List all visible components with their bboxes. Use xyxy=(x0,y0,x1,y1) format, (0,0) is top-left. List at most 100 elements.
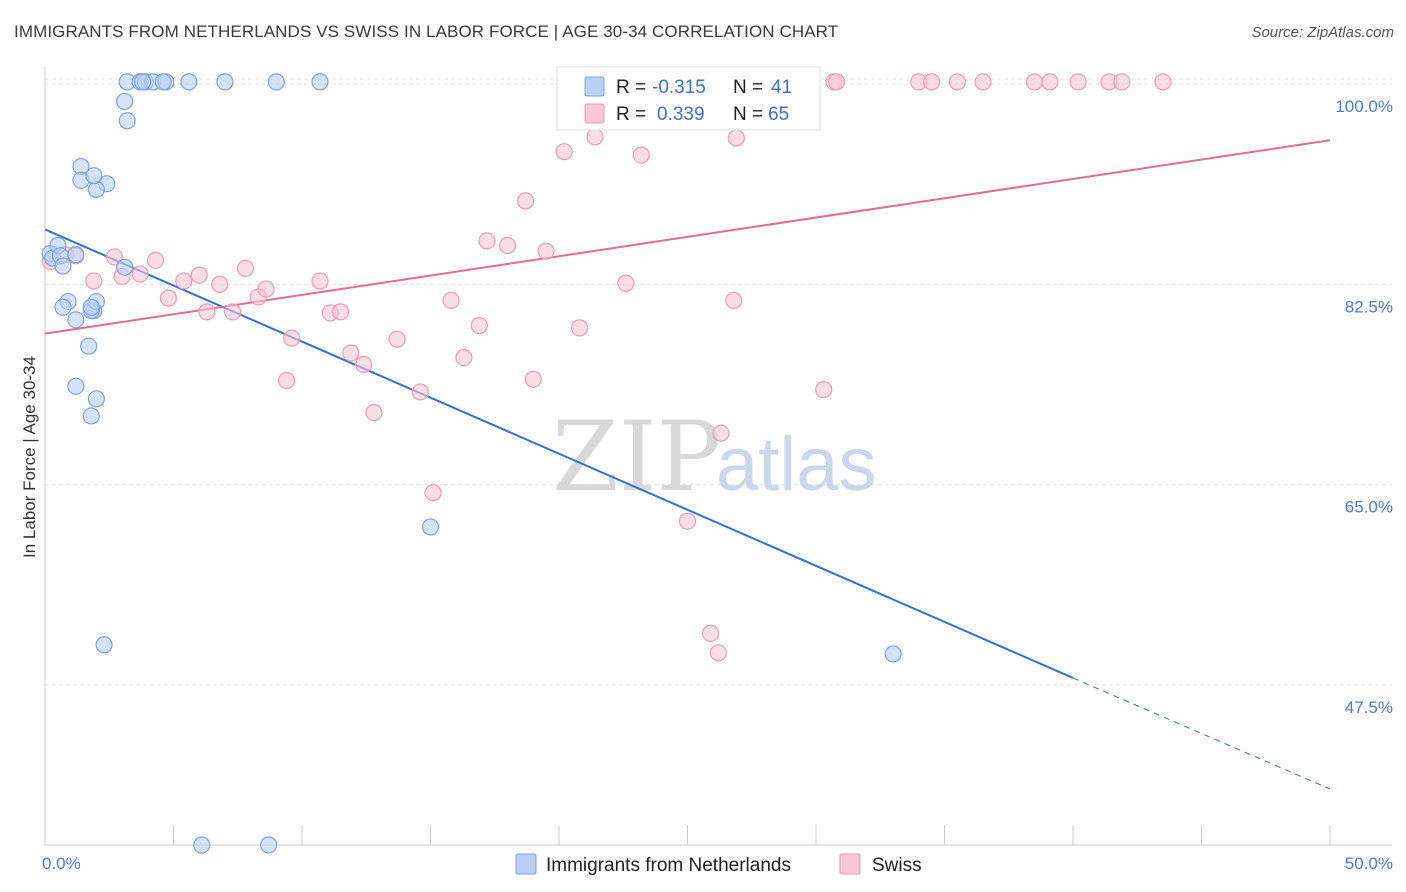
point-swiss xyxy=(1154,73,1172,91)
point-netherlands xyxy=(82,298,100,316)
point-swiss xyxy=(815,381,833,399)
point-swiss xyxy=(224,303,242,321)
point-netherlands xyxy=(85,167,103,185)
x-tick-label: 0.0% xyxy=(42,854,81,873)
point-netherlands xyxy=(80,337,98,355)
grid-layer xyxy=(45,78,1392,686)
point-netherlands xyxy=(134,73,152,91)
point-netherlands xyxy=(54,257,72,275)
point-swiss xyxy=(146,251,165,269)
legend-n-value-blue: 41 xyxy=(771,77,792,98)
bottom-legend-label-swiss: Swiss xyxy=(872,855,922,876)
watermark-zip: ZIP xyxy=(552,401,721,513)
point-swiss xyxy=(365,403,383,422)
y-tick-label: 82.5% xyxy=(1345,297,1393,316)
bottom-legend-swatch-netherlands[interactable] xyxy=(515,853,537,875)
point-swiss xyxy=(131,265,149,283)
point-swiss xyxy=(617,274,635,292)
point-swiss xyxy=(702,624,720,642)
point-netherlands xyxy=(95,636,113,654)
bottom-legend-swatch-swiss[interactable] xyxy=(839,853,861,875)
legend-n-value-pink: 65 xyxy=(768,104,789,125)
y-tick-label: 47.5% xyxy=(1345,698,1393,717)
point-swiss xyxy=(537,242,555,260)
point-swiss xyxy=(159,289,177,307)
point-swiss xyxy=(1069,73,1087,91)
point-swiss xyxy=(105,248,123,266)
chart-title: IMMIGRANTS FROM NETHERLANDS VS SWISS IN … xyxy=(14,22,839,41)
point-swiss xyxy=(1113,73,1131,91)
point-netherlands xyxy=(54,298,72,316)
point-netherlands xyxy=(421,518,440,536)
point-swiss xyxy=(1041,73,1059,91)
point-swiss xyxy=(725,291,743,309)
legend-n-label-pink: N = xyxy=(733,104,763,125)
point-swiss xyxy=(827,73,846,91)
point-swiss xyxy=(478,232,496,250)
point-swiss xyxy=(555,143,573,161)
point-swiss xyxy=(570,319,589,337)
point-netherlands xyxy=(67,246,85,264)
point-swiss xyxy=(342,344,360,362)
point-swiss xyxy=(586,128,604,146)
point-swiss xyxy=(355,355,373,374)
point-swiss xyxy=(236,259,255,277)
trendline-swiss xyxy=(44,139,1331,335)
point-swiss xyxy=(331,303,350,321)
point-swiss xyxy=(257,280,275,298)
point-netherlands xyxy=(116,258,134,276)
legend-r-value-blue: -0.315 xyxy=(652,77,706,98)
point-swiss xyxy=(424,484,442,502)
point-netherlands xyxy=(82,407,100,425)
point-swiss xyxy=(1025,73,1044,91)
chart-source: Source: ZipAtlas.com xyxy=(1251,24,1394,41)
point-swiss xyxy=(277,371,296,390)
point-netherlands xyxy=(87,390,106,408)
point-swiss xyxy=(283,329,301,347)
trendline-netherlands xyxy=(44,228,1074,679)
trendline-netherlands-extension xyxy=(1072,677,1331,790)
point-swiss xyxy=(948,73,966,91)
point-swiss xyxy=(311,272,329,290)
point-swiss xyxy=(712,424,730,442)
point-swiss xyxy=(678,512,697,530)
legend-r-value-pink: 0.339 xyxy=(657,104,705,125)
y-axis-title: In Labor Force | Age 30-34 xyxy=(20,356,39,558)
legend-n-label-blue: N = xyxy=(733,77,763,98)
y-tick-label: 65.0% xyxy=(1345,498,1393,517)
point-netherlands xyxy=(259,836,278,854)
watermark: ZIP atlas xyxy=(552,401,877,513)
point-netherlands xyxy=(180,73,198,91)
point-swiss xyxy=(499,236,517,255)
point-swiss xyxy=(455,349,473,367)
correlation-legend: R = -0.315 N = 41 R = 0.339 N = 65 xyxy=(556,66,821,131)
point-netherlands xyxy=(193,836,211,854)
point-swiss xyxy=(470,316,488,335)
point-netherlands xyxy=(116,92,134,110)
point-swiss xyxy=(632,146,650,164)
point-netherlands xyxy=(67,311,85,329)
axis-layer: 100.0% 82.5% 65.0% 47.5% 0.0% 50.0% xyxy=(42,67,1393,873)
point-swiss xyxy=(85,272,103,290)
series-legend: Immigrants from Netherlands Swiss xyxy=(515,853,922,876)
legend-swatch-blue xyxy=(584,76,605,97)
point-netherlands xyxy=(216,73,234,91)
x-tick-label: 50.0% xyxy=(1345,854,1393,873)
bottom-legend-label-netherlands: Immigrants from Netherlands xyxy=(546,855,791,876)
point-swiss xyxy=(198,303,216,321)
point-swiss xyxy=(388,330,406,348)
point-swiss xyxy=(974,73,992,91)
point-netherlands xyxy=(884,645,902,663)
point-swiss xyxy=(727,129,745,147)
point-swiss xyxy=(211,275,229,293)
point-netherlands xyxy=(67,377,85,395)
legend-r-label-pink: R = xyxy=(616,104,646,125)
point-netherlands xyxy=(267,73,285,91)
point-swiss xyxy=(709,644,727,662)
point-swiss xyxy=(516,192,535,210)
point-swiss xyxy=(190,266,208,284)
point-swiss xyxy=(411,383,429,401)
point-swiss xyxy=(442,291,460,309)
point-swiss xyxy=(175,272,193,290)
point-netherlands xyxy=(311,73,329,91)
